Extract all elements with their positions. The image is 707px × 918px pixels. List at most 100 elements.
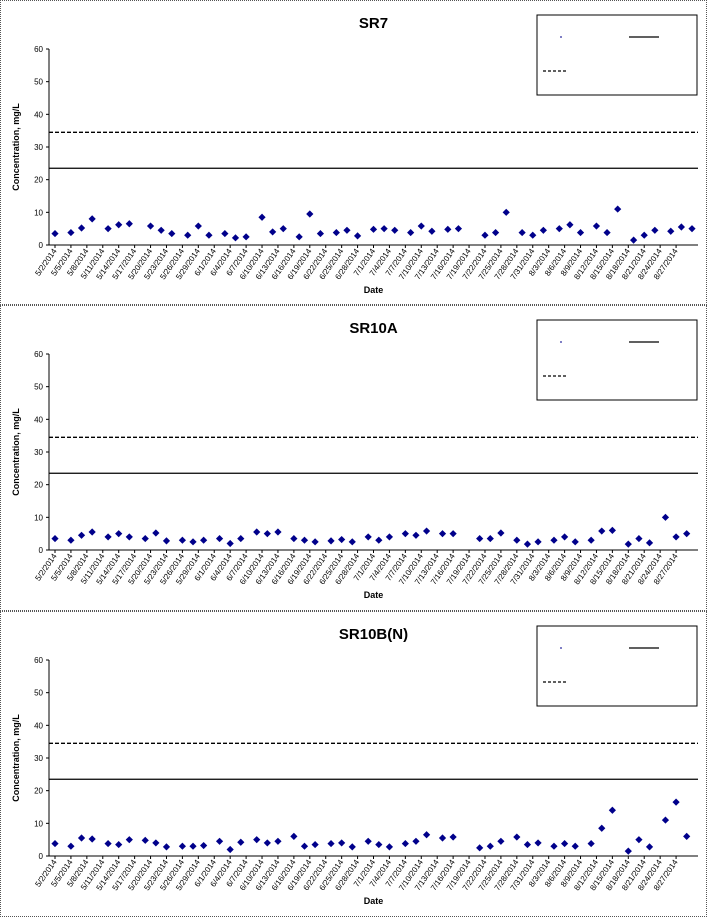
data-point [332,228,340,237]
data-point [162,537,171,545]
y-tick-label: 20 [34,176,43,185]
y-tick-label: 50 [34,78,43,87]
data-point [125,533,133,541]
data-point [125,836,133,844]
data-point [592,222,601,230]
data-point [375,840,383,849]
data-point [279,225,287,233]
data-point [51,534,59,543]
data-point [353,232,362,240]
data-point [205,231,213,239]
data-point [200,536,208,544]
y-tick-label: 40 [34,721,43,730]
data-point [237,534,245,543]
data-point [428,227,436,235]
data-point [635,534,643,543]
data-point [306,210,314,218]
data-point [152,839,160,847]
legend-box [536,14,698,96]
data-point [274,837,282,845]
data-point [364,533,372,541]
chart-svg-sr7: SR701020304050605/2/20145/5/20145/8/2014… [11,14,698,295]
data-point [274,528,282,536]
data-point [672,798,680,806]
y-tick-label: 60 [34,45,43,54]
y-tick-label: 0 [39,241,44,250]
data-point [67,842,75,850]
data-point [348,843,356,851]
data-point [263,530,271,538]
data-point [104,225,112,233]
legend-marker-points [560,36,562,38]
data-point [200,841,208,850]
data-point [215,534,224,543]
y-tick-label: 60 [34,656,43,665]
data-point [523,840,532,849]
data-point [401,839,409,848]
data-point [152,529,160,537]
data-point [221,229,229,238]
data-point [683,530,691,538]
data-point [115,840,123,849]
data-point [534,839,542,847]
legend-box [536,625,698,707]
data-point [88,215,96,223]
chart-title: SR10A [349,320,398,337]
data-point [215,837,224,845]
data-point [683,832,691,840]
chart-panel-sr7: SR7 0 10 20 30 40 50 60 5/2/2014 5/5/2014 5/8/2014… [0,0,707,305]
y-tick-label: 0 [39,546,44,555]
x-axis-label: Date [364,896,384,906]
data-point [624,847,632,855]
data-point [189,538,197,546]
data-point [338,839,346,847]
data-point [640,231,648,239]
y-tick-label: 10 [34,819,43,828]
y-tick-label: 40 [34,110,43,119]
data-point [253,528,261,536]
data-point [561,533,569,541]
x-axis-label: Date [364,285,384,295]
data-point [253,836,261,844]
data-point [566,221,574,229]
data-point [677,223,685,231]
data-point [51,839,59,848]
data-point [290,832,298,840]
data-point [88,835,96,843]
data-point [178,536,186,544]
chart-panel-sr10a: SR10A 0 10 20 30 40 50 60 5/2/2014 5/5/2014 5/8/20… [0,305,707,611]
y-tick-label: 10 [34,513,43,522]
data-point [184,231,192,239]
data-point [242,233,250,241]
data-point [369,225,378,233]
data-point [486,534,494,543]
data-point [672,533,680,541]
data-point [77,531,86,539]
data-point [231,234,240,242]
data-point [125,220,133,228]
data-point [263,839,271,847]
data-point [412,531,420,539]
data-point [497,529,505,537]
data-point [539,226,547,234]
data-point [661,816,670,824]
data-point [146,222,155,230]
data-point [316,229,325,238]
data-point [614,205,622,213]
data-point [603,228,611,237]
legend-box [536,319,698,401]
y-tick-label: 60 [34,350,43,359]
data-point [77,224,86,232]
data-point [295,233,303,241]
data-point [141,534,149,543]
data-point [598,824,606,832]
data-point [438,530,447,538]
data-point [481,231,489,239]
data-point [412,837,420,845]
data-point [178,842,186,850]
data-point [311,538,319,546]
data-point [502,208,510,216]
data-point [417,222,425,230]
data-point [364,837,372,845]
data-point [67,536,75,544]
